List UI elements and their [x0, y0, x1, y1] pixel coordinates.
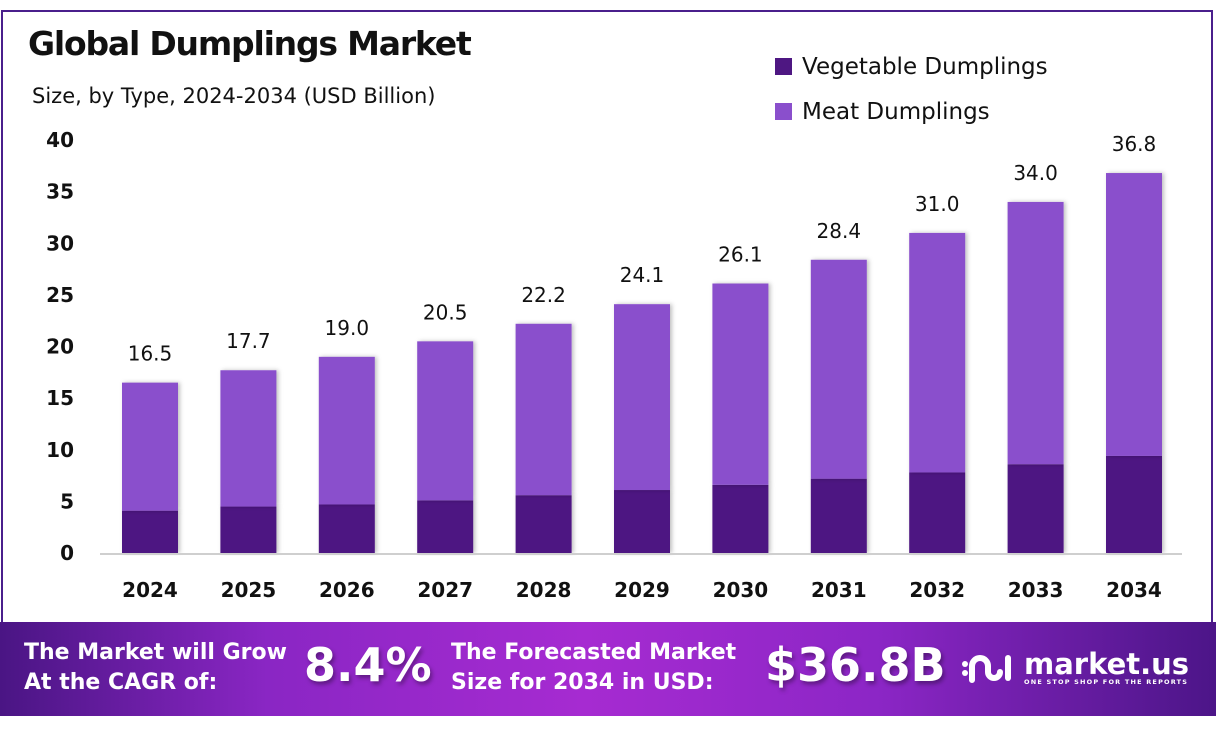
- x-tick-label: 2033: [1008, 578, 1064, 602]
- legend-label-meat: Meat Dumplings: [802, 98, 990, 125]
- data-label-total: 20.5: [423, 300, 468, 324]
- x-axis: 2024 2025 2026 2027 2028 2029 2030 2031 2032 2033…: [100, 553, 1182, 602]
- bar-segment-vegetable: [1106, 455, 1162, 553]
- bar-segment-meat: [220, 370, 277, 507]
- y-tick-label: 10: [46, 438, 74, 462]
- bar-segment-vegetable: [515, 495, 572, 553]
- y-tick-label: 30: [46, 231, 74, 255]
- bar-segment-meat: [1007, 201, 1064, 465]
- forecast-text-line1: The Forecasted Market: [451, 640, 737, 665]
- summary-banner: The Market will Grow At the CAGR of: 8.4…: [0, 622, 1216, 716]
- y-tick-label: 35: [46, 180, 74, 204]
- legend-item-meat: Meat Dumplings: [775, 89, 1048, 134]
- legend-swatch-vegetable: [775, 58, 792, 75]
- data-label-total: 24.1: [620, 263, 665, 287]
- market-us-logo: market.us ONE STOP SHOP FOR THE REPORTS: [960, 650, 1189, 686]
- legend: Vegetable Dumplings Meat Dumplings: [775, 44, 1048, 134]
- forecast-value: $36.8B: [765, 638, 946, 692]
- bar-segment-vegetable: [614, 490, 670, 553]
- bar-segment-meat: [810, 259, 867, 479]
- data-label-total: 34.0: [1013, 161, 1058, 185]
- bar-segment-meat: [417, 341, 474, 501]
- x-tick-label: 2032: [909, 578, 965, 602]
- bar-segment-meat: [515, 323, 572, 496]
- x-tick-label: 2028: [516, 578, 572, 602]
- cagr-value: 8.4%: [304, 638, 432, 692]
- bar-segment-vegetable: [712, 484, 769, 553]
- x-tick-label: 2029: [614, 578, 670, 602]
- bar-segment-vegetable: [417, 500, 474, 553]
- bar-segment-vegetable: [1007, 464, 1064, 553]
- bar-segment-vegetable: [122, 510, 178, 553]
- logo-tagline: ONE STOP SHOP FOR THE REPORTS: [1024, 678, 1189, 686]
- bar-segment-vegetable: [318, 504, 375, 553]
- y-tick-label: 15: [46, 386, 74, 410]
- data-label-total: 36.8: [1112, 132, 1157, 156]
- x-tick-label: 2025: [221, 578, 277, 602]
- y-axis: 0 5 10 15 20 25 30 35 40: [46, 128, 74, 565]
- bar-segment-meat: [614, 304, 670, 491]
- bar-segment-vegetable: [909, 472, 966, 553]
- bar-segment-meat: [712, 283, 769, 485]
- data-label-total: 31.0: [915, 192, 960, 216]
- x-tick-label: 2026: [319, 578, 375, 602]
- data-labels: 16.5 17.7 19.0 20.5 22.2 24.1 26.1 28.4 31.0 34.0…: [128, 132, 1157, 366]
- data-label-total: 19.0: [325, 316, 370, 340]
- bar-segment-vegetable: [220, 506, 277, 553]
- market-us-logo-icon: [962, 655, 1011, 683]
- bar-segment-meat: [909, 232, 966, 473]
- y-tick-label: 40: [46, 128, 74, 152]
- bar-segment-vegetable: [810, 478, 867, 553]
- chart-title: Global Dumplings Market: [28, 24, 472, 63]
- x-tick-label: 2034: [1106, 578, 1162, 602]
- data-label-total: 26.1: [718, 243, 763, 267]
- y-tick-label: 0: [60, 541, 74, 565]
- y-tick-label: 25: [46, 283, 74, 307]
- legend-item-vegetable: Vegetable Dumplings: [775, 44, 1048, 89]
- bars: [122, 173, 1162, 553]
- cagr-text-line1: The Market will Grow: [24, 640, 287, 665]
- bar-segment-meat: [1106, 173, 1162, 456]
- x-tick-label: 2024: [122, 578, 178, 602]
- x-tick-label: 2027: [417, 578, 473, 602]
- legend-label-vegetable: Vegetable Dumplings: [802, 53, 1048, 80]
- bar-segment-meat: [318, 356, 375, 505]
- forecast-text: The Forecasted Market Size for 2034 in U…: [451, 638, 736, 698]
- data-label-total: 16.5: [128, 342, 173, 366]
- data-label-total: 28.4: [817, 219, 862, 243]
- bar-segment-meat: [122, 382, 178, 511]
- data-label-total: 22.2: [521, 283, 566, 307]
- y-tick-label: 20: [46, 335, 74, 359]
- data-label-total: 17.7: [226, 329, 271, 353]
- forecast-text-line2: Size for 2034 in USD:: [451, 670, 714, 695]
- y-tick-label: 5: [60, 489, 74, 513]
- cagr-text: The Market will Grow At the CAGR of:: [24, 638, 287, 698]
- chart-subtitle: Size, by Type, 2024-2034 (USD Billion): [32, 84, 436, 108]
- x-tick-label: 2031: [811, 578, 867, 602]
- x-tick-label: 2030: [713, 578, 769, 602]
- logo-name: market.us: [1024, 647, 1190, 681]
- cagr-text-line2: At the CAGR of:: [24, 670, 218, 695]
- legend-swatch-meat: [775, 103, 792, 120]
